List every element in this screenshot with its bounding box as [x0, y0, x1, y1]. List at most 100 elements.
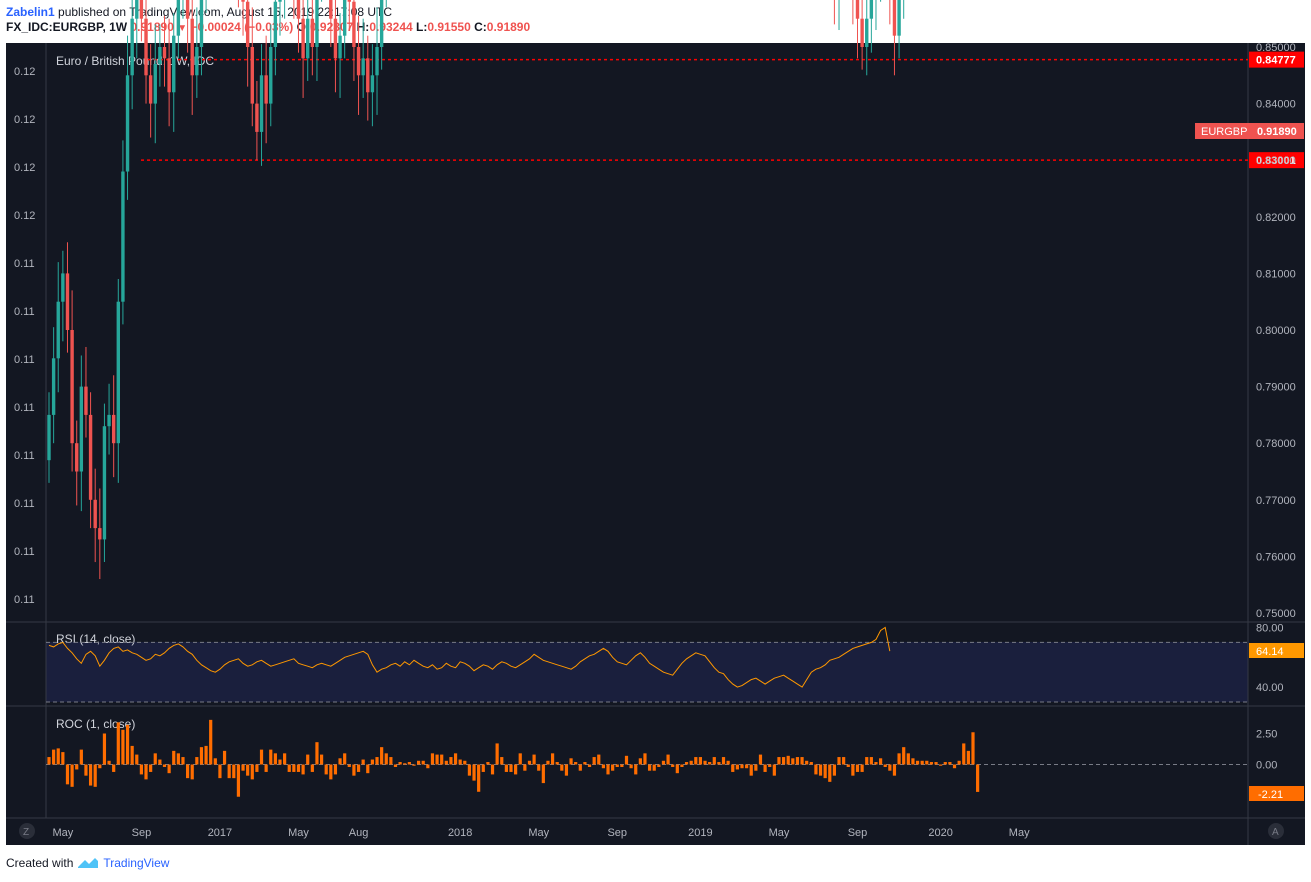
- time-axis[interactable]: May Sep 2017 May Aug 2018 May Sep 2019 May Sep 2020…: [52, 827, 1030, 839]
- candle-body-65: [347, 0, 351, 2]
- candle-13: [107, 383, 111, 455]
- candle-body-1: [51, 358, 56, 415]
- roc-bar-154: [758, 754, 763, 765]
- roc-bar-167: [818, 764, 823, 776]
- candle-47: [264, 35, 268, 144]
- roc-bar-100: [509, 764, 513, 772]
- footer: Created with TradingView: [6, 856, 169, 870]
- tradingview-brand[interactable]: TradingView: [103, 856, 170, 870]
- roc-bar-178: [869, 757, 873, 765]
- roc-bar-189: [920, 760, 924, 765]
- candle-body-3: [61, 273, 65, 302]
- candle-53: [293, 0, 295, 19]
- candle-4: [65, 242, 70, 353]
- roc-bar-108: [546, 760, 550, 765]
- roc-bar-177: [865, 757, 869, 765]
- roc-bar-18: [130, 745, 134, 765]
- candle-body-54: [296, 0, 301, 19]
- roc-bar-15: [116, 722, 120, 765]
- candle-58: [315, 0, 319, 81]
- roc-bar-199: [966, 750, 970, 765]
- roc-bar-145: [717, 762, 721, 765]
- roc-bar-116: [583, 762, 587, 765]
- candle-67: [356, 15, 361, 115]
- roc-bar-136: [675, 764, 679, 774]
- roc-bar-56: [306, 754, 310, 765]
- candle-body-45: [255, 103, 259, 132]
- roc-bar-40: [232, 764, 236, 779]
- author-link[interactable]: Zabelin1: [6, 5, 55, 19]
- candle-body-32: [195, 47, 199, 76]
- candle-body-67: [356, 47, 361, 76]
- price-axis[interactable]: 0.75000 0.76000 0.77000 0.78000 0.79000 0.800…: [1256, 0, 1296, 620]
- roc-bar-192: [934, 762, 938, 765]
- roc-bar-132: [657, 764, 661, 767]
- candle-body-13: [107, 414, 111, 427]
- candle-3: [61, 250, 65, 342]
- candle-body-183: [892, 0, 897, 36]
- candle-182: [889, 0, 891, 25]
- time-tick-5: 2018: [448, 827, 472, 839]
- candle-184: [897, 0, 901, 59]
- roc-bar-63: [338, 758, 342, 765]
- candle-28: [176, 0, 181, 59]
- left-tick-4: 0.11: [14, 258, 35, 270]
- roc-bar-98: [500, 757, 504, 765]
- roc-bar-93: [477, 764, 481, 792]
- roc-bar-58: [315, 742, 319, 765]
- roc-bar-195: [948, 762, 952, 765]
- candle-73: [385, 0, 387, 8]
- roc-bar-76: [398, 762, 402, 765]
- roc-bar-107: [541, 764, 545, 784]
- roc-bar-8: [84, 764, 88, 776]
- roc-bar-105: [532, 754, 536, 765]
- roc-bar-90: [463, 760, 467, 765]
- candle-183: [892, 0, 897, 76]
- roc-bar-117: [587, 764, 592, 767]
- roc-bar-5: [70, 764, 74, 787]
- roc-bar-122: [611, 764, 615, 771]
- roc-bar-173: [846, 764, 850, 767]
- roc-bar-44: [250, 764, 254, 780]
- roc-bar-57: [310, 764, 314, 772]
- candle-body-18: [130, 18, 134, 76]
- roc-bar-48: [269, 749, 273, 765]
- candle-body-27: [172, 35, 176, 93]
- candle-body-19: [135, 0, 139, 19]
- roc-bar-152: [749, 764, 753, 776]
- candle-body-26: [167, 58, 171, 93]
- roc-bar-11: [98, 764, 102, 769]
- eurgbp-tag-symbol: EURGBP: [1201, 126, 1247, 138]
- close-value: 0.91890: [486, 20, 531, 34]
- roc-bar-186: [906, 753, 910, 765]
- roc-bar-114: [574, 762, 578, 765]
- roc-bar-97: [495, 743, 499, 765]
- down-arrow-icon: ▼: [177, 23, 188, 34]
- candle-26: [167, 18, 171, 127]
- roc-bar-110: [555, 762, 559, 765]
- candle-body-61: [329, 0, 333, 19]
- roc-bar-22: [149, 764, 153, 772]
- left-tick-3: 0.12: [14, 210, 35, 222]
- roc-bar-51: [283, 753, 287, 765]
- auto-scale-button[interactable]: [1268, 823, 1284, 839]
- roc-bar-53: [292, 764, 296, 772]
- candle-body-50: [278, 0, 282, 2]
- roc-series: 2.50 0.00: [46, 719, 1277, 797]
- roc-bar-31: [190, 764, 194, 780]
- price-tick-9: 0.84000: [1256, 99, 1296, 111]
- roc-bar-188: [915, 760, 920, 765]
- zoom-button[interactable]: [19, 823, 35, 839]
- time-tick-12: May: [1009, 827, 1030, 839]
- left-tick-11: 0.11: [14, 594, 35, 606]
- candle-177: [865, 0, 869, 76]
- roc-bar-137: [680, 764, 684, 767]
- candle-body-15: [116, 301, 120, 444]
- roc-bar-42: [241, 764, 245, 771]
- roc-bar-23: [153, 753, 157, 765]
- roc-bar-115: [578, 764, 582, 771]
- roc-bar-147: [726, 760, 730, 765]
- rsi-series: 80.00 40.00: [46, 623, 1284, 703]
- roc-bar-101: [514, 764, 518, 775]
